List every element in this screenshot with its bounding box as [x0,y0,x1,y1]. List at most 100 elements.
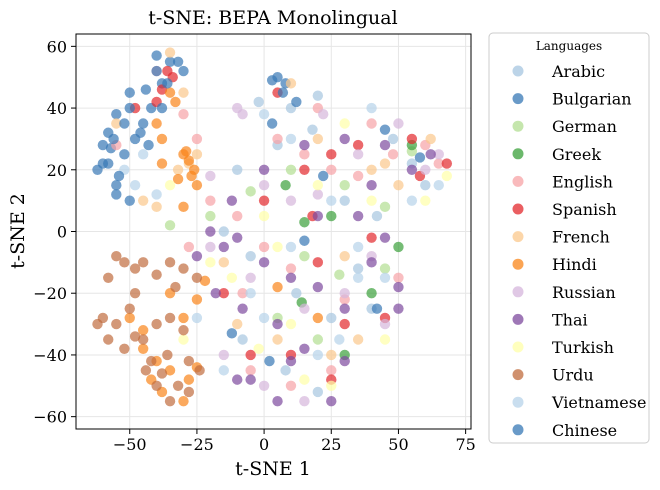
series-vietnamese [119,102,444,376]
point-english [191,133,203,145]
point-hindi [137,325,149,336]
point-thai [393,281,404,293]
point-french [339,250,350,262]
point-spanish [441,158,453,169]
point-german [164,220,176,231]
point-urdu [194,365,205,376]
point-french [111,118,122,129]
x-axis-label: t-SNE 1 [235,458,311,480]
y-tick-label: 40 [47,99,67,118]
point-urdu [92,318,103,330]
point-turkish [258,210,270,222]
point-arabic [420,180,431,191]
point-hindi [272,281,283,293]
legend-frame [488,32,650,444]
point-bulgarian [226,328,238,339]
point-vietnamese [352,272,364,283]
point-bulgarian [111,109,122,120]
point-urdu [151,269,162,280]
legend-marker-spanish [512,203,524,215]
point-thai [285,355,297,367]
point-spanish [352,139,364,151]
legend-item-hindi: Hindi [512,255,597,274]
point-hindi [178,201,189,213]
point-chinese [371,303,383,314]
point-french [272,334,283,345]
y-axis-label: t-SNE 2 [7,193,29,269]
point-chinese [291,96,302,108]
legend-label-thai: Thai [552,310,588,329]
point-french [137,195,149,206]
point-hindi [178,396,189,407]
point-german [245,186,256,197]
series-turkish [164,118,453,391]
point-arabic [339,195,350,206]
point-vietnamese [366,102,377,114]
point-urdu [162,349,173,361]
point-french [393,180,404,191]
point-french [366,164,377,175]
point-urdu [191,272,203,283]
point-thai [366,180,377,191]
y-tick-label: −20 [33,284,67,303]
point-turkish [326,380,337,391]
point-thai [366,257,377,268]
legend-marker-arabic [512,65,524,77]
point-turkish [205,257,216,268]
point-vietnamese [379,272,391,283]
point-russian [312,189,324,200]
point-french [379,158,391,169]
point-vietnamese [433,180,444,191]
point-french [352,334,364,345]
series-english [111,65,444,391]
point-bulgarian [178,65,189,77]
point-thai [425,149,436,160]
point-bulgarian [266,118,278,129]
legend-label-spanish: Spanish [552,200,617,219]
point-thai [258,257,270,268]
point-urdu [172,380,184,391]
point-german [334,269,345,280]
point-bulgarian [299,235,310,246]
point-russian [352,149,364,160]
point-greek [366,288,377,299]
point-thai [232,374,243,385]
point-turkish [420,195,431,206]
point-spanish [218,288,229,299]
point-hindi [191,294,203,305]
point-thai [245,374,256,385]
point-greek [280,180,291,191]
point-english [237,288,248,299]
point-chinese [124,195,135,206]
legend-label-french: French [552,228,610,247]
point-russian [299,303,310,314]
point-chinese [151,65,162,77]
point-vietnamese [218,365,229,376]
series-thai [191,133,436,407]
point-arabic [352,263,364,274]
point-vietnamese [285,133,297,145]
x-axis-ticks: −50 −25 0 25 50 75 [113,429,476,454]
point-spanish [245,349,256,361]
point-turkish [441,170,453,182]
point-chinese [156,102,168,114]
point-chinese [318,170,329,182]
point-english [352,170,364,182]
point-english [285,380,297,391]
point-greek [299,217,310,228]
point-hindi [180,146,192,157]
point-french [232,318,243,330]
y-tick-label: −60 [33,408,67,427]
x-tick-label: −25 [180,435,214,454]
point-french [151,201,162,213]
point-german [312,334,324,345]
legend-marker-english [512,175,524,187]
legend-marker-french [512,231,524,243]
point-russian [339,288,350,299]
legend-marker-urdu [512,369,524,381]
point-arabic [312,386,324,398]
legend-title: Languages [536,39,602,53]
point-hindi [156,158,168,169]
point-urdu [129,331,141,342]
legend-items: Arabic Bulgarian German Greek English Spanish… [512,62,646,440]
